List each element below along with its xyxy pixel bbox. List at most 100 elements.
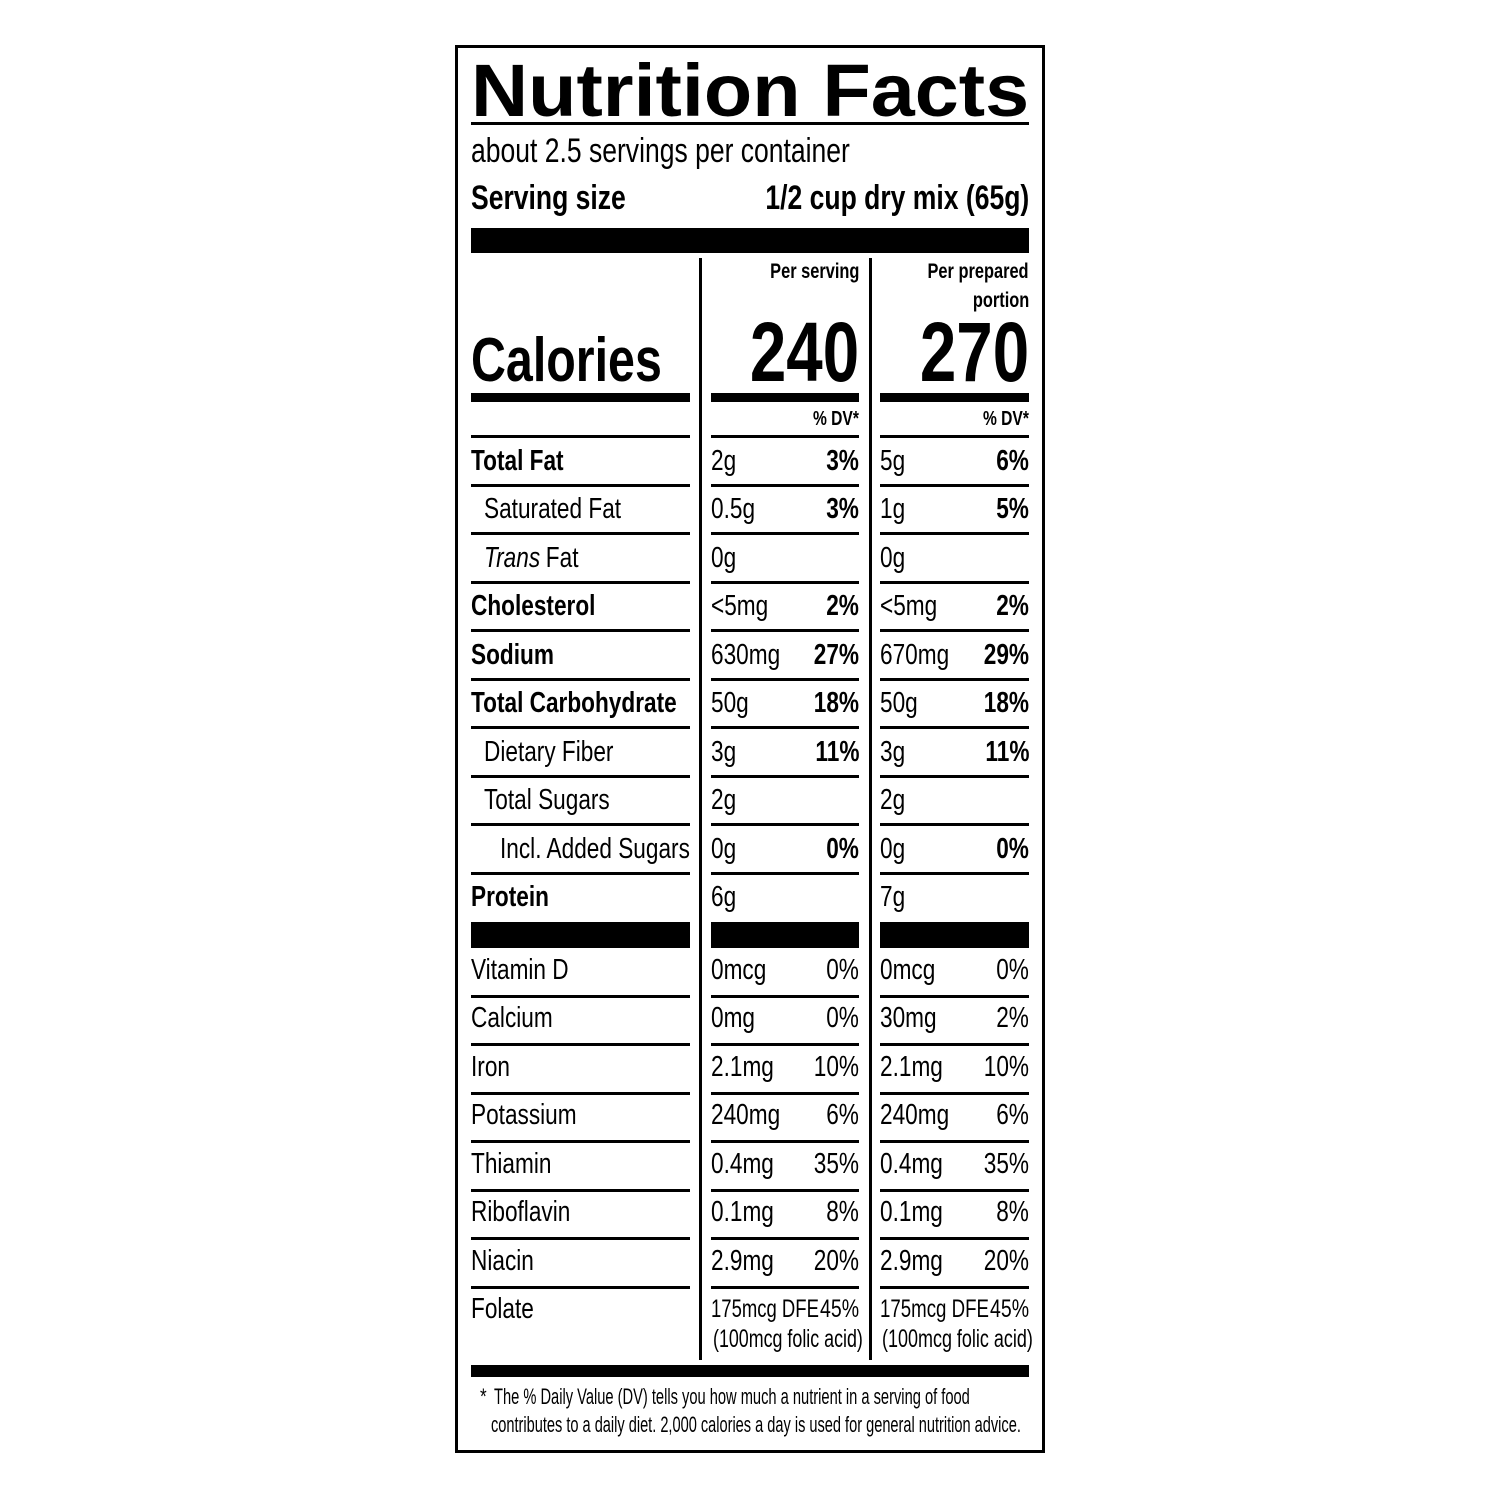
rule (711, 532, 859, 535)
percent-dv: 29% (983, 638, 1029, 671)
nutrient-name: Total Sugars (484, 784, 610, 817)
rule (880, 1091, 1029, 1095)
percent-dv: 6% (826, 1099, 859, 1131)
amount: 2.1mg (711, 1050, 774, 1083)
dv-header-box: % DV* (880, 405, 1029, 433)
percent-dv-box: 6% (751, 1093, 859, 1139)
amount: 50g (711, 687, 749, 719)
calories-label: Calories (471, 325, 662, 395)
amount: 0.1mg (880, 1196, 943, 1228)
nutrient-name: Trans Fat (484, 542, 578, 575)
amount-box: 0mcg (880, 947, 989, 993)
amount-box: 0g (880, 535, 979, 581)
percent-dv-box: 20% (751, 1238, 859, 1284)
nutrient-name-box: Total Fat (471, 438, 690, 484)
amount: 2g (711, 784, 737, 816)
nutrient-name: Cholesterol (471, 590, 595, 623)
amount-box: 50g (880, 681, 979, 727)
rule (471, 580, 690, 584)
rule (711, 871, 859, 875)
vitamin-name: Thiamin (471, 1147, 552, 1180)
percent-dv-box: 0% (920, 947, 1029, 993)
percent-dv: 0% (826, 1002, 859, 1034)
serving-size-label-box: Serving size (471, 176, 771, 220)
amount: 0mcg (711, 953, 767, 986)
nutrient-name-box: Trans Fat (484, 535, 690, 581)
percent-dv: 6% (996, 1099, 1029, 1131)
amount: <5mg (711, 590, 769, 622)
vitamin-name: Vitamin D (471, 953, 569, 986)
amount-box: 0.4mg (711, 1141, 819, 1187)
percent-dv: 2% (826, 590, 859, 622)
percent-dv: 27% (813, 638, 859, 671)
rule (711, 1188, 859, 1192)
percent-dv-box: 11% (761, 729, 859, 775)
amount: 0g (880, 832, 906, 865)
nutrient-name: Total Fat (471, 444, 564, 477)
amount: 0g (711, 832, 737, 865)
amount: 0.1mg (711, 1196, 774, 1228)
amount-box: 2.9mg (711, 1238, 819, 1284)
thick-rule (880, 393, 1029, 402)
percent-dv: 35% (983, 1147, 1029, 1180)
rule (711, 483, 859, 487)
amount-note-box: (100mcg folic acid) (713, 1323, 863, 1357)
nutrient-name: Fat (545, 541, 579, 574)
column-header-box: Per serving (711, 258, 859, 286)
percent-dv-box: 35% (751, 1141, 859, 1187)
nutrient-name-box: Saturated Fat (484, 487, 690, 533)
vitamin-name: Iron (471, 1050, 510, 1083)
rule (880, 435, 1029, 438)
rule (880, 774, 1029, 778)
amount: 240mg (711, 1099, 781, 1131)
percent-dv: 10% (983, 1050, 1029, 1083)
amount: 175mcg DFE (880, 1295, 989, 1323)
percent-dv: 6% (996, 444, 1029, 477)
rule (880, 994, 1029, 998)
serving-size: 1/2 cup dry mix (65g) (765, 178, 1029, 217)
vitamin-name-box: Folate (471, 1287, 690, 1333)
calories-value: 240 (749, 304, 859, 399)
nutrient-name: Saturated Fat (484, 493, 622, 525)
rule (711, 823, 859, 826)
amount-box: 0.4mg (880, 1141, 989, 1187)
label-border (455, 45, 1045, 1453)
percent-dv-box: 0% (751, 996, 859, 1042)
vitamin-name-box: Riboflavin (471, 1190, 690, 1236)
vitamin-name-box: Thiamin (471, 1141, 690, 1187)
amount-box: 0.1mg (711, 1190, 819, 1236)
nutrient-name: Trans (484, 541, 541, 574)
rule (471, 122, 1029, 125)
amount-box: 0.1mg (880, 1190, 989, 1236)
rule (711, 1285, 859, 1289)
nutrient-name-box: Total Carbohydrate (471, 681, 690, 727)
percent-dv: 2% (996, 1002, 1029, 1034)
percent-dv-box: 45% (751, 1287, 859, 1333)
nutrient-name: Saturated Fat (484, 493, 621, 526)
percent-dv: 3% (826, 493, 859, 525)
amount-box: 3g (711, 729, 809, 775)
amount-box: 2g (711, 778, 809, 824)
rule (471, 532, 690, 535)
amount-box: 2.9mg (880, 1238, 989, 1284)
amount-box: 6g (711, 875, 809, 921)
column-header-box: portion (880, 287, 1029, 315)
nutrient-name-box: Cholesterol (471, 584, 690, 630)
percent-dv-box: 18% (761, 681, 859, 727)
percent-dv: 3% (826, 444, 859, 477)
amount: 0mg (711, 1002, 756, 1034)
rule (471, 1043, 690, 1046)
column-header-box: Per prepared (880, 258, 1029, 286)
amount: 175mcg DFE (711, 1295, 819, 1323)
nutrient-name: Dietary Fiber (484, 736, 613, 769)
amount: 2.9mg (880, 1244, 943, 1277)
rule (711, 994, 859, 998)
percent-dv-box: 0% (761, 826, 859, 872)
amount-box: 240mg (711, 1093, 819, 1139)
amount-box: 670mg (880, 632, 979, 678)
percent-dv-box: 0% (751, 947, 859, 993)
footnote: contributes to a daily diet. 2,000 calor… (491, 1412, 1021, 1437)
vitamin-name-box: Iron (471, 1044, 690, 1090)
rule (471, 1285, 690, 1289)
amount: 30mg (880, 1002, 937, 1034)
